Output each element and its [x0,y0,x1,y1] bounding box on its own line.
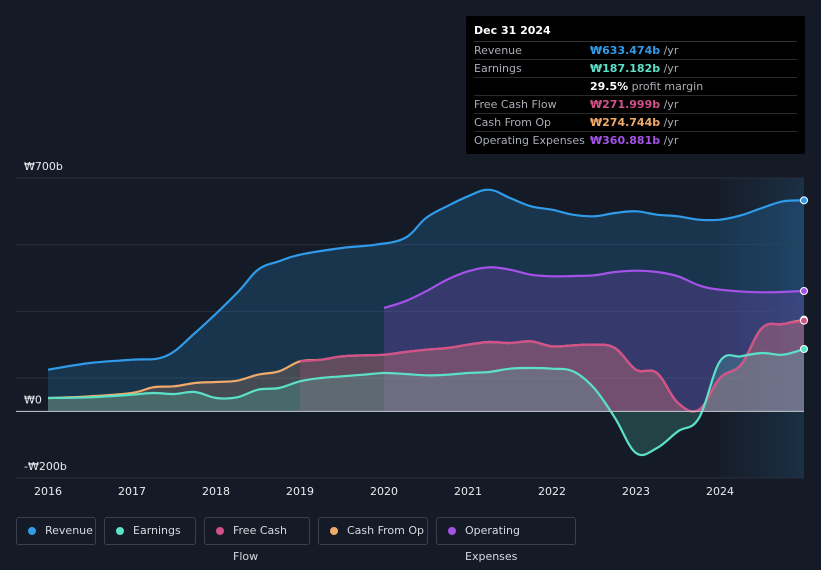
free-cash-flow-area [300,320,804,412]
operating-expenses-line [383,266,805,310]
tooltip-label: Earnings [474,62,522,75]
legend-label: Earnings [133,524,181,537]
tooltip-row: Earnings ₩187.182b /yr [474,60,797,78]
operating-expenses-end-point [800,287,808,295]
revenue-line [47,188,805,371]
legend-label: Revenue [45,524,93,537]
tooltip-value: ₩274.744b /yr [590,116,679,129]
tooltip-label: Free Cash Flow [474,98,557,111]
x-tick-label: 2016 [34,485,62,498]
earnings-line [47,347,805,457]
tooltip-row: Free Cash Flow ₩271.999b /yr [474,96,797,114]
legend-item-operating-expenses[interactable]: Operating Expenses [436,517,576,563]
cash-from-op-area [48,319,804,412]
y-tick-label: -₩200b [24,460,67,473]
tooltip-row: 29.5% profit margin [474,78,797,96]
x-tick-label: 2017 [118,485,146,498]
tooltip-label: Cash From Op [474,116,552,129]
tooltip-panel: Dec 31 2024 Revenue ₩633.474b /yr Earnings… [466,16,805,154]
x-tick-label: 2021 [454,485,482,498]
operating-expenses-area [384,267,804,412]
tooltip-value: ₩187.182b /yr [590,62,679,75]
x-tick-label: 2018 [202,485,230,498]
revenue-end-point [800,196,808,205]
y-tick-label: ₩700b [24,160,63,173]
legend-dot-icon [330,527,338,535]
legend-item-free-cash-flow[interactable]: Free Cash Flow [204,517,310,563]
x-tick-label: 2022 [538,485,566,498]
revenue-area [48,189,804,412]
tooltip-label: Revenue [474,44,522,57]
x-tick-label: 2023 [622,485,650,498]
tooltip-label: Operating Expenses [474,134,585,147]
x-tick-label: 2024 [706,485,734,498]
free-cash-flow-end-point [800,316,808,325]
earnings-area [48,349,804,456]
tooltip-row: Operating Expenses ₩360.881b /yr [474,132,797,149]
legend-label: Cash From Op [347,524,425,537]
tooltip-value: ₩360.881b /yr [590,134,679,147]
tooltip-row: Cash From Op ₩274.744b /yr [474,114,797,132]
legend-dot-icon [28,527,36,535]
tooltip-value: 29.5% profit margin [590,80,704,93]
y-tick-label: ₩0 [24,393,42,406]
x-tick-label: 2019 [286,485,314,498]
earnings-end-point [800,345,808,353]
legend-item-cash-from-op[interactable]: Cash From Op [318,517,428,545]
legend-dot-icon [216,527,224,535]
legend-item-revenue[interactable]: Revenue [16,517,96,545]
legend-label: Operating Expenses [465,524,520,563]
legend-dot-icon [448,527,456,535]
tooltip-row: Revenue ₩633.474b /yr [474,42,797,60]
tooltip-value: ₩633.474b /yr [590,44,679,57]
legend-label: Free Cash Flow [233,524,287,563]
legend-dot-icon [116,527,124,535]
chart-area: ₩700b ₩0 -₩200b 2016 2017 2018 2019 2020 2021 20… [16,160,808,498]
tooltip-date: Dec 31 2024 [474,23,797,42]
tooltip-value: ₩271.999b /yr [590,98,679,111]
free-cash-flow-line [299,319,805,413]
legend-item-earnings[interactable]: Earnings [104,517,196,545]
x-tick-label: 2020 [370,485,398,498]
